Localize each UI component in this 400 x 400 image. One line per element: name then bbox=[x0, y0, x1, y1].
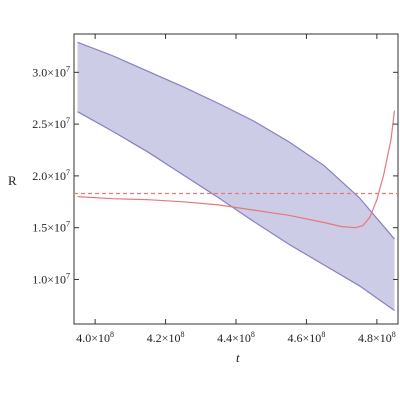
band-lower-edge bbox=[77, 111, 395, 312]
y-tick-label: 2.0×107 bbox=[32, 168, 70, 183]
x-tick-label: 4.2×108 bbox=[147, 330, 185, 345]
x-tick-label: 4.0×108 bbox=[76, 330, 114, 345]
x-tick-label: 4.4×108 bbox=[217, 330, 255, 345]
band-fill bbox=[77, 42, 395, 311]
x-tick-label: 4.8×108 bbox=[358, 330, 396, 345]
y-tick-label: 1.0×107 bbox=[32, 271, 70, 286]
x-axis-label: t bbox=[236, 350, 240, 365]
y-axis-label: R bbox=[8, 173, 17, 188]
band-upper-edge bbox=[77, 41, 395, 240]
y-tick-label: 1.5×107 bbox=[32, 220, 70, 235]
y-tick-label: 3.0×107 bbox=[32, 64, 70, 79]
solid-curve-line bbox=[77, 110, 396, 229]
y-tick-label: 2.5×107 bbox=[32, 116, 70, 131]
x-tick-label: 4.6×108 bbox=[288, 330, 326, 345]
